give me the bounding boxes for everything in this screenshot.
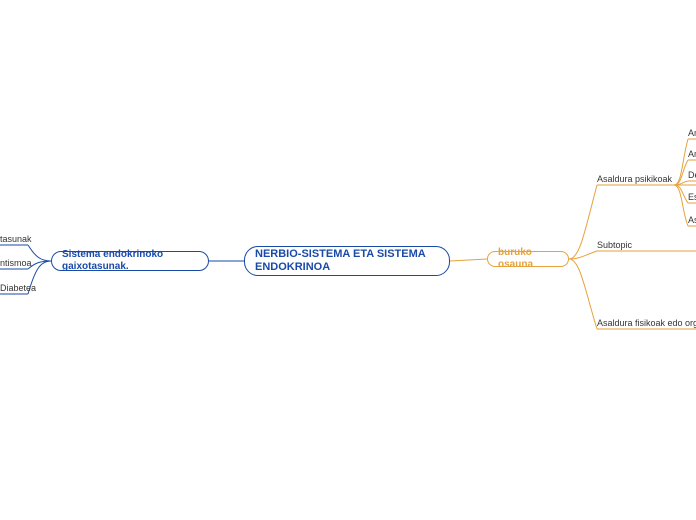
right-branch-label: buruko osauna (498, 247, 558, 271)
left-branch-node[interactable]: Sistema endokrinoko gaixotasunak. (51, 251, 209, 271)
psik-leaf[interactable]: Eski (688, 192, 696, 202)
right-sub[interactable]: Subtopic (597, 240, 632, 250)
root-node[interactable]: NERBIO-SISTEMA ETA SISTEMA ENDOKRINOA (244, 246, 450, 276)
left-leaf[interactable]: Diabetea (0, 283, 26, 293)
psik-leaf[interactable]: Ane (688, 149, 696, 159)
root-line1: NERBIO-SISTEMA ETA SISTEMA (255, 248, 426, 261)
right-branch-node[interactable]: buruko osauna (487, 251, 569, 267)
psik-leaf[interactable]: Ants (688, 128, 696, 138)
left-branch-label: Sistema endokrinoko gaixotasunak. (62, 249, 198, 273)
root-line2: ENDOKRINOA (255, 261, 426, 274)
right-sub[interactable]: Asaldura psikikoak (597, 174, 672, 184)
psik-leaf[interactable]: Asal (688, 215, 696, 225)
left-leaf[interactable]: tasunak (0, 234, 26, 244)
right-sub[interactable]: Asaldura fisikoak edo organikoak (597, 318, 696, 328)
psik-leaf[interactable]: Dep (688, 170, 696, 180)
left-leaf[interactable]: ntismoa (0, 258, 26, 268)
